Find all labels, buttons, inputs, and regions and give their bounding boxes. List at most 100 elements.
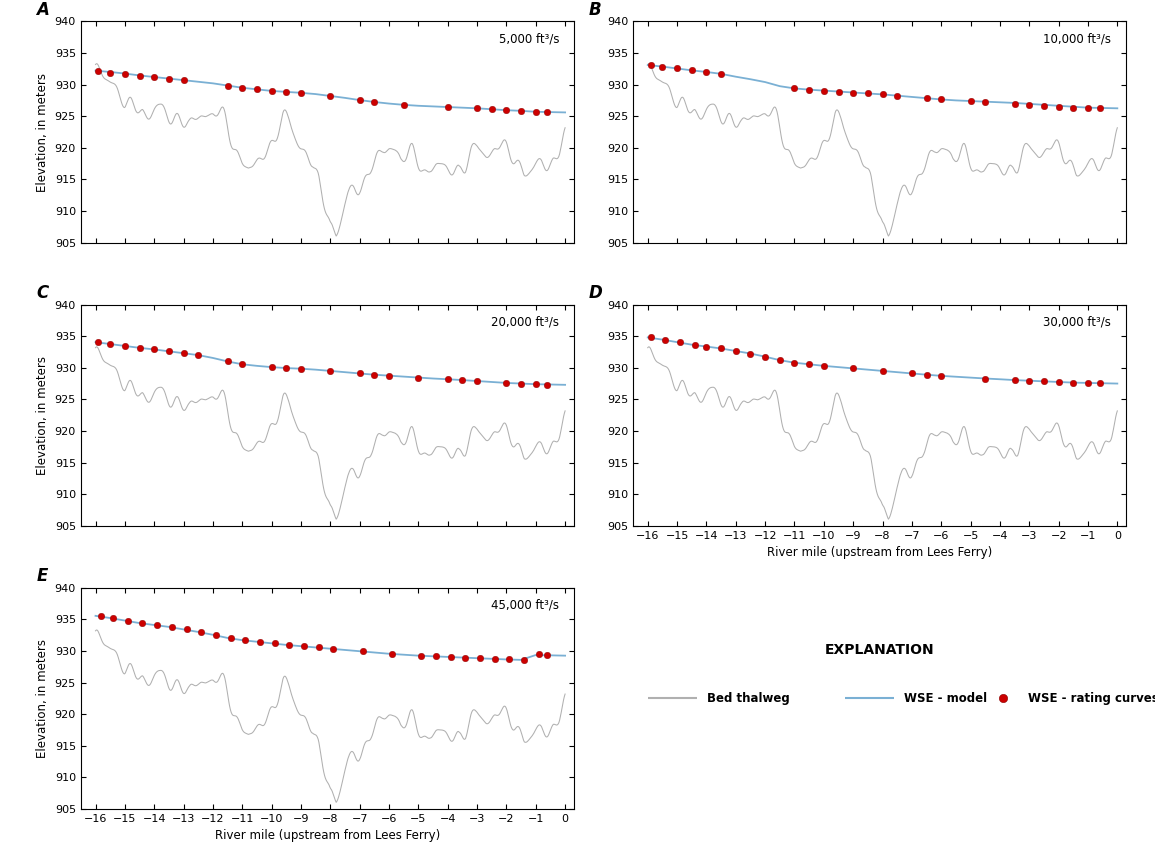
Point	[1050, 100, 1068, 114]
Point	[350, 93, 368, 107]
Point	[858, 86, 877, 100]
Point	[800, 358, 819, 372]
Point	[1064, 376, 1082, 389]
Point	[233, 81, 252, 95]
Point	[873, 87, 892, 101]
Point	[1005, 373, 1023, 387]
Point	[163, 621, 181, 634]
Point	[468, 374, 486, 388]
Point	[409, 371, 427, 384]
Point	[527, 377, 545, 391]
Text: C: C	[37, 284, 49, 302]
Point	[698, 65, 716, 79]
Point	[177, 622, 195, 636]
Point	[192, 626, 210, 639]
Point	[1050, 375, 1068, 389]
Point	[148, 619, 166, 633]
Point	[116, 339, 134, 353]
Text: 20,000 ft³/s: 20,000 ft³/s	[491, 316, 559, 329]
Text: 45,000 ft³/s: 45,000 ft³/s	[491, 598, 559, 612]
Point	[641, 58, 660, 72]
Point	[844, 361, 863, 375]
Point	[412, 649, 431, 663]
Point	[785, 81, 804, 95]
Point	[382, 647, 401, 661]
Text: EXPLANATION: EXPLANATION	[825, 643, 934, 657]
Point	[365, 368, 383, 382]
Text: 30,000 ft³/s: 30,000 ft³/s	[1043, 316, 1111, 329]
Point	[262, 360, 281, 374]
Point	[353, 645, 372, 658]
Point	[1005, 97, 1023, 110]
Point	[146, 70, 164, 84]
Point	[159, 72, 178, 86]
Text: A: A	[37, 1, 50, 19]
Point	[800, 83, 819, 97]
X-axis label: River mile (upstream from Lees Ferry): River mile (upstream from Lees Ferry)	[767, 546, 992, 559]
Point	[471, 651, 490, 665]
Point	[529, 647, 547, 661]
Text: WSE - rating curves: WSE - rating curves	[1028, 692, 1155, 704]
Point	[671, 336, 690, 349]
Text: WSE - model: WSE - model	[904, 692, 988, 704]
Point	[174, 74, 193, 87]
Point	[89, 336, 107, 349]
Point	[485, 652, 504, 666]
Point	[785, 356, 804, 370]
Point	[277, 85, 296, 98]
Point	[266, 637, 284, 651]
Point	[654, 60, 672, 74]
Point	[365, 95, 383, 109]
Point	[453, 373, 471, 387]
Point	[873, 364, 892, 377]
Point	[1035, 374, 1053, 388]
Point	[976, 95, 994, 109]
Point	[207, 628, 225, 642]
Text: Bed thalweg: Bed thalweg	[707, 692, 790, 704]
Point	[903, 366, 922, 380]
Point	[189, 348, 208, 362]
Point	[116, 67, 134, 80]
Point	[439, 100, 457, 114]
Point	[104, 611, 122, 625]
Point	[1020, 374, 1038, 388]
Point	[380, 369, 398, 383]
Point	[656, 333, 675, 347]
Point	[641, 330, 660, 344]
Point	[292, 362, 311, 376]
Point	[119, 614, 137, 627]
Point	[100, 337, 119, 351]
Point	[456, 651, 475, 664]
Point	[280, 638, 298, 651]
Point	[917, 368, 936, 382]
Point	[325, 642, 343, 656]
Point	[1079, 376, 1097, 389]
Point	[133, 616, 151, 630]
Point	[512, 377, 530, 390]
Point	[976, 372, 994, 385]
Text: B: B	[589, 1, 602, 19]
Text: D: D	[589, 284, 603, 302]
Point	[350, 366, 368, 380]
Point	[483, 103, 501, 116]
Point	[1064, 101, 1082, 115]
Point	[932, 369, 951, 383]
Point	[668, 62, 686, 75]
Y-axis label: Elevation, in meters: Elevation, in meters	[36, 355, 50, 475]
Point	[292, 86, 311, 99]
Point	[888, 89, 907, 103]
Point	[395, 98, 413, 111]
Point	[441, 650, 460, 663]
Point	[698, 340, 716, 354]
Point	[932, 92, 951, 106]
Point	[426, 650, 445, 663]
Point	[515, 653, 534, 667]
Point	[538, 105, 557, 119]
Point	[277, 361, 296, 375]
Point	[497, 376, 515, 389]
X-axis label: River mile (upstream from Lees Ferry): River mile (upstream from Lees Ferry)	[215, 829, 440, 842]
Point	[500, 652, 519, 666]
Point	[218, 354, 237, 368]
Point	[468, 102, 486, 116]
Point	[321, 89, 340, 103]
